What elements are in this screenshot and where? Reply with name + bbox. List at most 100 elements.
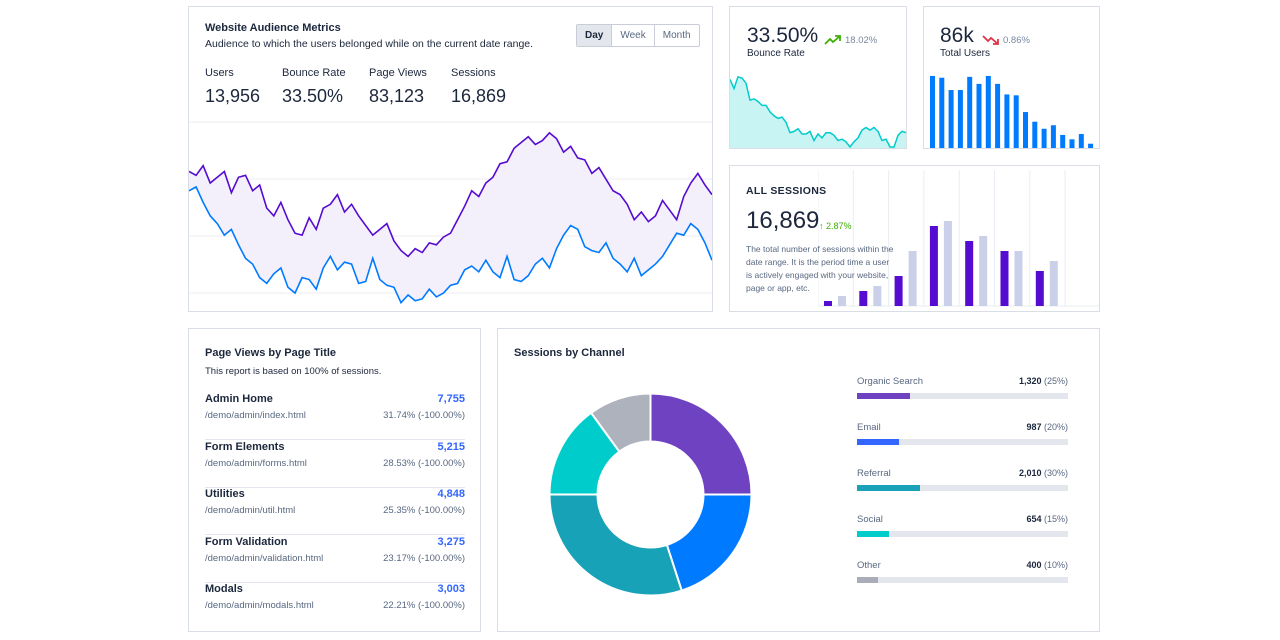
page-views-value: 3,275 <box>437 535 465 548</box>
page-title-text: Modals <box>205 583 243 595</box>
page-views-pct: 28.53% (-100.00%) <box>383 457 465 469</box>
channel-pct: (15%) <box>1043 514 1068 524</box>
bounce-rate-label: Bounce Rate <box>747 48 805 59</box>
metric-value: 13,956 <box>205 86 261 106</box>
channel-pct: (30%) <box>1043 468 1068 478</box>
bar <box>1004 94 1010 148</box>
sessions-value: 16,869 <box>746 207 820 234</box>
audience-subtitle: Audience to which the users belonged whi… <box>205 38 534 50</box>
bar <box>1069 139 1075 148</box>
bar <box>943 221 952 306</box>
page-title-text: Admin Home <box>205 393 273 405</box>
bar <box>1032 121 1038 148</box>
page-url: /demo/admin/forms.html <box>205 457 307 469</box>
bar <box>1000 251 1009 306</box>
sessions-description: The total number of sessions within the … <box>746 244 894 293</box>
metric-page-views: Page Views 83,123 <box>369 67 427 107</box>
bar <box>948 90 954 148</box>
metric-bounce-rate: Bounce Rate 33.50% <box>282 67 346 107</box>
channel-pct: (20%) <box>1043 422 1068 432</box>
page-views-pct: 23.17% (-100.00%) <box>383 552 465 564</box>
metric-label: Page Views <box>369 67 427 79</box>
channel-value: 654 (15%) <box>1026 514 1068 524</box>
bar <box>873 286 882 306</box>
donut-slice <box>665 493 753 592</box>
total-users-label: Total Users <box>940 48 991 59</box>
progress-fill <box>857 577 879 583</box>
page-url: /demo/admin/modals.html <box>205 600 314 611</box>
page-url: /demo/admin/util.html <box>205 505 296 516</box>
progress-fill <box>857 531 889 537</box>
series-area <box>189 132 712 303</box>
sessions-by-channel-card: Sessions by Channel Organic Search 1,320 … <box>497 328 1100 632</box>
page-title-text: Form Validation <box>205 535 288 548</box>
progress-track <box>857 439 1068 445</box>
series-line <box>189 131 712 258</box>
total-users-value: 86k <box>940 24 974 47</box>
bar <box>965 241 974 306</box>
page-views-card: Page Views by Page Title This report is … <box>188 328 481 632</box>
metric-value: 83,123 <box>369 86 425 106</box>
audience-line-chart <box>189 121 712 305</box>
page-views-value: 3,003 <box>437 583 465 595</box>
tab-day[interactable]: Day <box>577 25 612 46</box>
page-views-pct: 31.74% (-100.00%) <box>383 410 465 421</box>
bar <box>1035 271 1044 306</box>
metric-value: 33.50% <box>282 86 344 106</box>
tab-week[interactable]: Week <box>611 25 653 46</box>
donut-slice <box>649 392 753 496</box>
channel-label: Referral <box>857 468 891 479</box>
date-range-toggle: Day Week Month <box>576 24 700 47</box>
arrow-up-icon: ↑ <box>819 221 824 231</box>
channel-value: 2,010 (30%) <box>1018 468 1068 478</box>
page-views-value: 5,215 <box>437 440 465 453</box>
bar <box>985 75 991 148</box>
bounce-rate-sparkline <box>730 75 906 148</box>
bar <box>859 291 868 306</box>
table-row[interactable]: Modals/demo/admin/modals.html 3,003 22.21%… <box>205 583 465 630</box>
bar <box>1088 143 1094 148</box>
bar <box>939 77 945 148</box>
table-row[interactable]: Admin Home/demo/admin/index.html 7,755 31.… <box>205 393 465 440</box>
bar <box>979 236 988 306</box>
sparkline-area <box>730 76 906 148</box>
metric-label: Users <box>205 67 234 79</box>
change-text: 2.87% <box>826 221 852 231</box>
progress-track <box>857 531 1068 537</box>
bar <box>1060 134 1066 148</box>
page-url: /demo/admin/validation.html <box>205 552 324 564</box>
all-sessions-card: ALL SESSIONS 16,869 ↑ 2.87% The total nu… <box>729 165 1100 312</box>
change-text: 0.86% <box>1003 34 1030 46</box>
sparkline-line <box>730 75 906 148</box>
page-url: /demo/admin/index.html <box>205 410 306 421</box>
progress-fill <box>857 439 900 445</box>
trend-down-icon <box>982 35 999 45</box>
sessions-bar-chart <box>818 170 1099 307</box>
metric-sessions: Sessions 16,869 <box>451 67 506 107</box>
channel-pct: (10%) <box>1043 560 1068 570</box>
series-line <box>189 185 712 305</box>
tab-month[interactable]: Month <box>653 25 699 46</box>
table-row[interactable]: Form Elements/demo/admin/forms.html 5,215… <box>205 441 465 488</box>
table-row[interactable]: Form Validation/demo/admin/validation.ht… <box>205 536 465 583</box>
channel-value: 400 (10%) <box>1026 560 1068 570</box>
page-views-title: Page Views by Page Title <box>205 347 337 359</box>
metric-value: 16,869 <box>451 86 507 106</box>
progress-track <box>857 485 1068 491</box>
bar <box>1078 134 1084 148</box>
bar <box>908 251 917 306</box>
donut-slice <box>589 392 652 454</box>
channel-value: 1,320 (25%) <box>1018 376 1068 386</box>
bar <box>929 226 938 306</box>
bar <box>894 276 903 306</box>
table-row[interactable]: Utilities/demo/admin/util.html 4,848 25.35… <box>205 488 465 535</box>
page-views-value: 4,848 <box>437 488 465 500</box>
metric-label: Sessions <box>451 67 496 79</box>
channel-label: Other <box>857 560 881 571</box>
metric-users: Users 13,956 <box>205 67 260 107</box>
bar <box>1014 251 1023 306</box>
page-views-pct: 22.21% (-100.00%) <box>383 600 465 611</box>
bar <box>1023 112 1028 148</box>
progress-fill <box>857 393 910 399</box>
audience-title: Website Audience Metrics <box>205 22 341 34</box>
